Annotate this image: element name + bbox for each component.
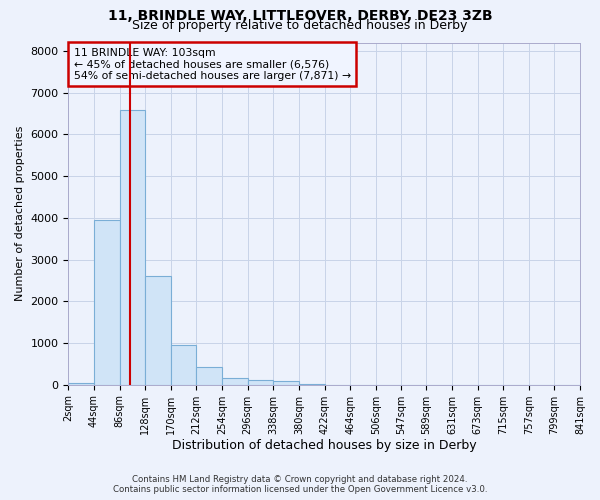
- Bar: [119, 110, 145, 384]
- Bar: [248, 380, 273, 384]
- Text: Contains HM Land Registry data © Crown copyright and database right 2024.
Contai: Contains HM Land Registry data © Crown c…: [113, 474, 487, 494]
- Text: 11 BRINDLE WAY: 103sqm
← 45% of detached houses are smaller (6,576)
54% of semi-: 11 BRINDLE WAY: 103sqm ← 45% of detached…: [74, 48, 350, 81]
- Text: 11, BRINDLE WAY, LITTLEOVER, DERBY, DE23 3ZB: 11, BRINDLE WAY, LITTLEOVER, DERBY, DE23…: [107, 9, 493, 23]
- Bar: [94, 220, 119, 384]
- Bar: [196, 367, 222, 384]
- Bar: [68, 382, 94, 384]
- Bar: [222, 378, 248, 384]
- Bar: [273, 381, 299, 384]
- Bar: [171, 345, 196, 385]
- Text: Size of property relative to detached houses in Derby: Size of property relative to detached ho…: [133, 18, 467, 32]
- Y-axis label: Number of detached properties: Number of detached properties: [15, 126, 25, 302]
- X-axis label: Distribution of detached houses by size in Derby: Distribution of detached houses by size …: [172, 440, 476, 452]
- Bar: [145, 276, 171, 384]
